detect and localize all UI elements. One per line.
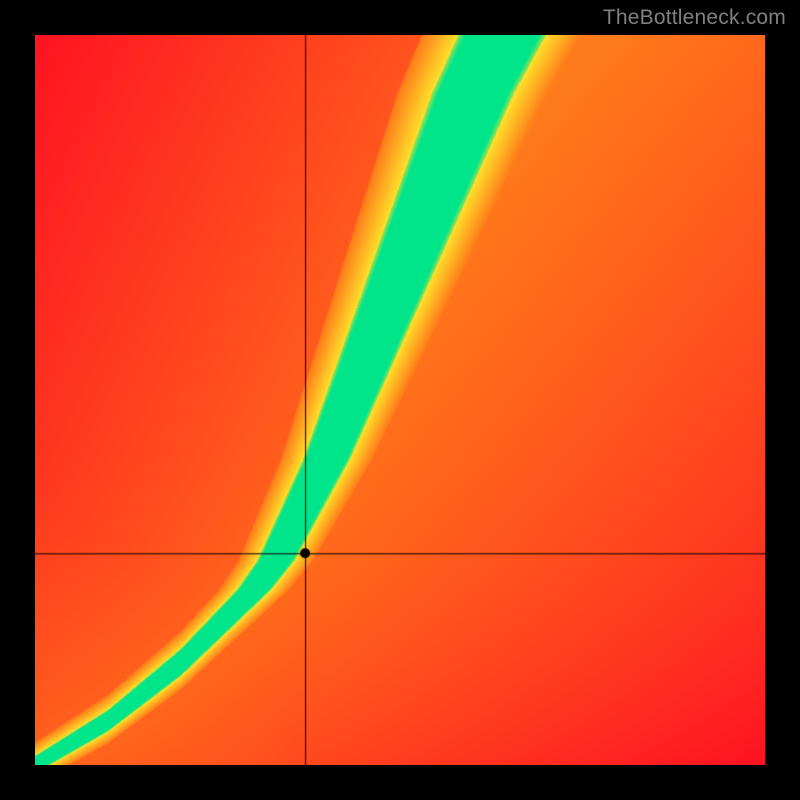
heatmap-canvas [35, 35, 765, 765]
watermark-text: TheBottleneck.com [603, 6, 786, 30]
chart-container: TheBottleneck.com [0, 0, 800, 800]
heatmap-plot [35, 35, 765, 765]
